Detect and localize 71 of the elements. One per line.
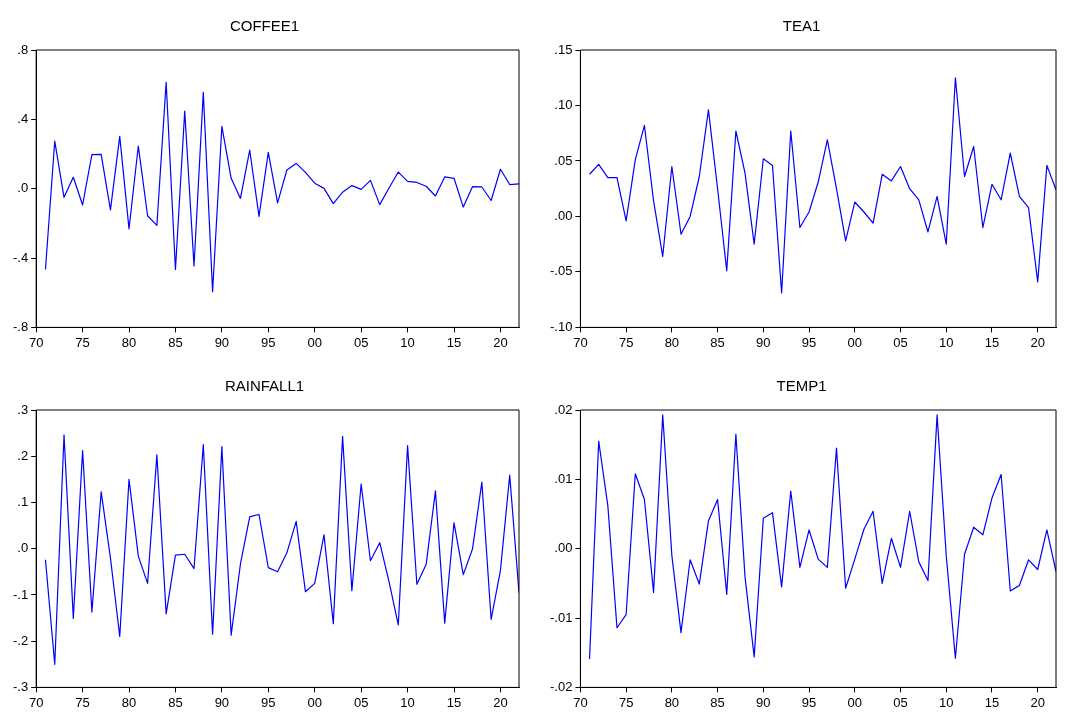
x-tick-label: 20 (1030, 694, 1045, 710)
chart-title: TEA1 (782, 17, 821, 35)
x-tick-label: 20 (493, 334, 508, 350)
x-tick-label: 20 (493, 694, 508, 710)
x-tick-label: 00 (847, 334, 863, 350)
x-tick-label: 85 (710, 334, 725, 350)
y-tick-label: .8 (17, 41, 29, 57)
y-tick-label: -.3 (13, 678, 29, 694)
x-tick-label: 80 (664, 694, 680, 710)
x-tick-label: 05 (353, 334, 369, 350)
x-tick-label: 85 (168, 694, 183, 710)
x-tick-label: 15 (446, 694, 462, 710)
x-tick-label: 80 (664, 334, 680, 350)
y-tick-label: .10 (554, 97, 573, 113)
y-tick-label: -.01 (549, 609, 573, 625)
x-tick-label: 95 (261, 334, 276, 350)
y-tick-label: -.05 (549, 263, 573, 279)
y-tick-label: .01 (554, 470, 573, 486)
x-tick-label: 95 (261, 694, 276, 710)
x-tick-label: 95 (801, 334, 817, 350)
x-tick-label: 00 (307, 334, 322, 350)
x-tick-label: 15 (984, 694, 1000, 710)
chart-title: RAINFALL1 (224, 377, 305, 395)
x-tick-label: 70 (573, 694, 588, 710)
x-tick-label: 85 (168, 334, 183, 350)
x-tick-label: 05 (893, 334, 908, 350)
x-tick-label: 70 (28, 694, 44, 710)
y-tick-label: .0 (17, 180, 29, 196)
x-tick-label: 85 (710, 694, 725, 710)
x-tick-label: 10 (939, 694, 954, 710)
x-tick-label: 75 (75, 694, 90, 710)
x-tick-label: 15 (446, 334, 462, 350)
x-tick-label: 75 (618, 694, 634, 710)
y-tick-label: .02 (554, 401, 573, 417)
x-tick-label: 05 (353, 694, 369, 710)
x-tick-label: 90 (756, 694, 771, 710)
x-tick-label: 10 (939, 334, 954, 350)
y-tick-label: .05 (554, 152, 573, 168)
x-tick-label: 80 (121, 694, 137, 710)
chart-title: COFFEE1 (229, 17, 300, 35)
y-tick-label: .1 (17, 494, 29, 510)
x-tick-label: 80 (121, 334, 137, 350)
x-tick-label: 90 (214, 694, 230, 710)
y-tick-label: .3 (17, 401, 29, 417)
x-tick-label: 15 (984, 334, 1000, 350)
x-tick-label: 10 (400, 694, 415, 710)
x-tick-label: 70 (28, 334, 44, 350)
x-tick-label: 00 (307, 694, 322, 710)
y-tick-label: -.02 (549, 678, 573, 694)
x-tick-label: 75 (75, 334, 90, 350)
x-tick-label: 90 (756, 334, 771, 350)
y-tick-label: -.2 (13, 632, 29, 648)
y-tick-label: -.10 (549, 318, 573, 334)
y-tick-label: -.8 (13, 318, 29, 334)
x-tick-label: 70 (573, 334, 588, 350)
x-tick-label: 20 (1030, 334, 1045, 350)
y-tick-label: -.4 (13, 249, 29, 265)
y-tick-label: .15 (554, 41, 573, 57)
y-tick-label: -.1 (13, 586, 29, 602)
x-tick-label: 00 (847, 694, 863, 710)
x-tick-label: 05 (893, 694, 908, 710)
chart-title: TEMP1 (776, 377, 827, 395)
x-tick-label: 10 (400, 334, 415, 350)
x-tick-label: 95 (801, 694, 817, 710)
y-tick-label: .4 (17, 110, 29, 126)
y-tick-label: .0 (17, 540, 29, 556)
x-tick-label: 75 (618, 334, 634, 350)
y-tick-label: .00 (554, 208, 573, 224)
y-tick-label: .00 (554, 540, 573, 556)
x-tick-label: 90 (214, 334, 230, 350)
y-tick-label: .2 (17, 447, 29, 463)
